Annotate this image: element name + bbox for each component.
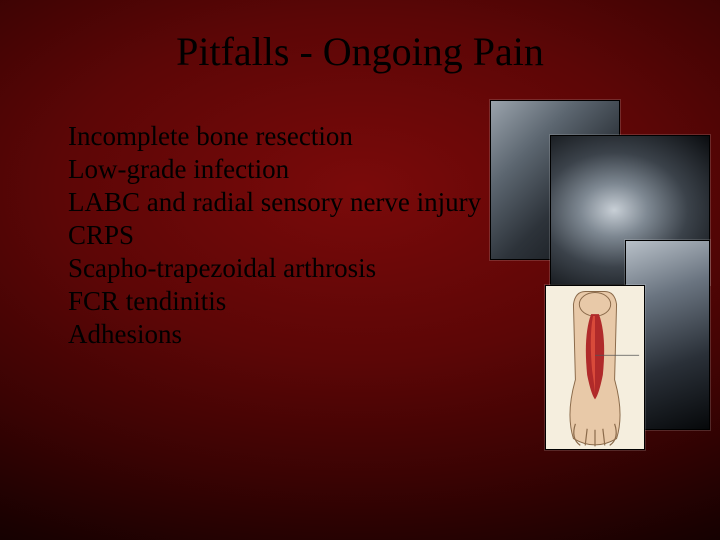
bullet-list: Incomplete bone resectionLow-grade infec… xyxy=(68,120,481,351)
bullet-item: FCR tendinitis xyxy=(68,285,481,318)
bullet-item: Adhesions xyxy=(68,318,481,351)
anatomy-forearm-image xyxy=(545,285,645,450)
image-stack xyxy=(490,100,710,430)
bullet-item: Incomplete bone resection xyxy=(68,120,481,153)
forearm-anatomy-icon xyxy=(546,286,644,449)
bullet-item: LABC and radial sensory nerve injury xyxy=(68,186,481,219)
bullet-item: CRPS xyxy=(68,219,481,252)
bullet-item: Low-grade infection xyxy=(68,153,481,186)
bullet-item: Scapho-trapezoidal arthrosis xyxy=(68,252,481,285)
slide-title: Pitfalls - Ongoing Pain xyxy=(0,28,720,75)
